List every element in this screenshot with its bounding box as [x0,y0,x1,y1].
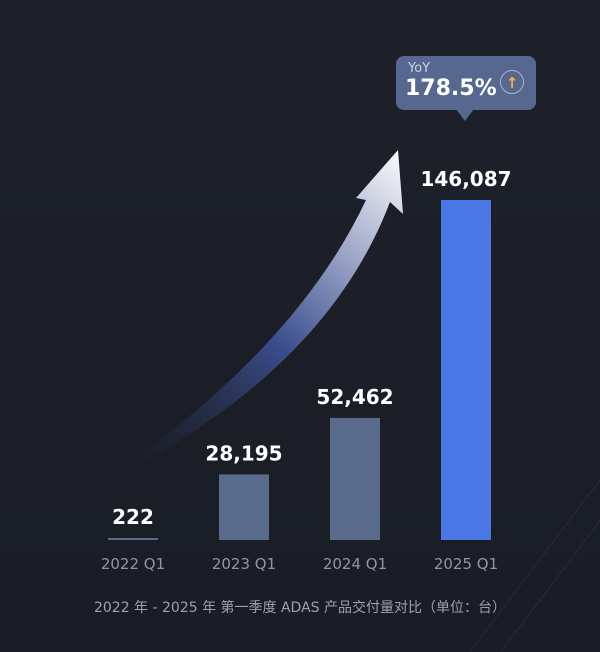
bar-2025-q1 [441,200,491,540]
yoy-callout: YoY 178.5% ↑ [396,56,536,110]
arrow-up-icon: ↑ [500,70,524,94]
bar-2022-q1 [108,538,158,540]
decorative-streak [499,519,600,652]
bars-layer: 222 2022 Q1 28,195 2023 Q1 52,462 2024 Q1 146,… [101,167,512,573]
bar-value-label: 52,462 [316,385,393,409]
decorative-streak [469,479,600,652]
bar-2024-q1 [330,417,380,540]
chart-caption: 2022 年 - 2025 年 第一季度 ADAS 产品交付量对比（单位：台） [93,600,507,616]
x-tick-label: 2025 Q1 [434,555,498,573]
bar-value-label: 28,195 [205,441,282,465]
x-tick-label: 2024 Q1 [323,555,387,573]
x-tick-label: 2022 Q1 [101,555,165,573]
callout-tail [456,109,474,121]
x-tick-label: 2023 Q1 [212,555,276,573]
bar-2023-q1 [219,474,269,540]
yoy-label: YoY [408,61,431,76]
bar-value-label: 146,087 [420,167,511,191]
trend-arrow [130,150,403,466]
bar-value-label: 222 [112,505,154,529]
yoy-value: 178.5% [405,76,497,101]
